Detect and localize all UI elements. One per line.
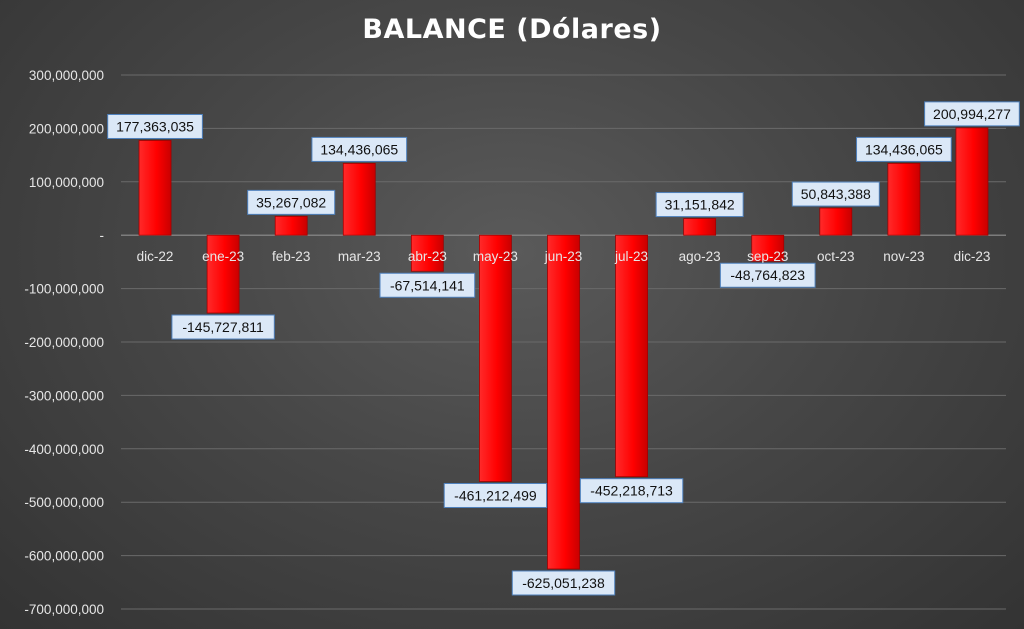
data-label: -48,764,823 [719,262,816,288]
data-label-box [579,478,684,504]
y-tick-label: - [100,228,105,243]
data-label-box [719,262,816,288]
data-label-box [791,181,880,207]
bar-jul-23 [615,234,648,478]
data-label-text: -145,727,811 [182,319,264,335]
data-label-text: 177,363,035 [116,118,194,134]
y-tick-label: -500,000,000 [24,495,104,510]
y-tick-label: 300,000,000 [29,68,104,83]
x-tick-label: nov-23 [883,249,924,264]
x-tick-label: sep-23 [747,249,788,264]
data-label-box [107,113,203,139]
bar-sep-23 [751,234,785,262]
data-label-box [311,136,408,162]
data-label: 200,994,277 [924,101,1020,127]
bar-dic-22 [138,140,172,236]
bar-may-23 [479,234,512,482]
data-label-box [655,192,744,218]
data-label-text: 134,436,065 [865,141,943,157]
y-axis: 300,000,000 200,000,000 100,000,000 - -100,0… [24,68,104,617]
x-tick-label: dic-23 [954,249,991,264]
x-axis: dic-22 ene-23 feb-23 mar-23 abr-23 may-23 jun-… [137,249,991,264]
x-tick-label: oct-23 [817,249,855,264]
data-label-text: -452,218,713 [590,483,673,499]
bar-ago-23 [683,218,717,236]
bar-abr-23 [410,234,444,272]
chart-title: BALANCE (Dólares) [362,14,662,45]
data-label-box [924,101,1020,127]
x-tick-label: dic-22 [137,249,174,264]
bar-jun-23 [547,234,580,570]
data-label-text: -67,514,141 [390,277,465,293]
data-label-text: 50,843,388 [801,186,871,202]
bar-nov-23 [887,163,921,236]
bar-mar-23 [342,163,376,236]
data-label: 134,436,065 [856,136,952,162]
y-tick-label: -600,000,000 [24,549,104,564]
data-label-text: -461,212,499 [454,487,537,503]
data-label: 134,436,065 [311,136,408,162]
x-tick-label: mar-23 [338,249,381,264]
data-label-box [247,189,336,215]
y-tick-label: -300,000,000 [24,388,104,403]
data-labels: 177,363,035 -145,727,811 35,267,082 134,436… [107,101,1020,596]
y-tick-label: 100,000,000 [29,175,104,190]
y-tick-label: -700,000,000 [24,602,104,617]
data-label: -145,727,811 [171,314,275,340]
bar-ene-23 [206,234,240,314]
data-label: 50,843,388 [791,181,880,207]
data-label-box [443,482,548,508]
data-label: 35,267,082 [247,189,336,215]
x-tick-label: ene-23 [202,249,244,264]
data-label-text: 35,267,082 [256,194,326,210]
data-label: 177,363,035 [107,113,203,139]
data-label-text: 200,994,277 [933,106,1011,122]
x-tick-label: jul-23 [614,249,648,264]
x-tick-label: abr-23 [408,249,447,264]
data-label-text: -625,051,238 [522,575,605,591]
x-tick-label: feb-23 [272,249,310,264]
bar-dic-23 [955,127,989,236]
bar-feb-23 [274,215,308,236]
bars [138,127,989,570]
data-label-text: 134,436,065 [320,141,398,157]
data-label-text: 31,151,842 [665,197,735,213]
y-tick-label: 200,000,000 [29,121,104,136]
bar-oct-23 [819,207,853,236]
y-tick-label: -100,000,000 [24,282,104,297]
x-tick-label: jun-23 [544,249,583,264]
data-label: -67,514,141 [379,272,476,298]
data-label-box [171,314,275,340]
data-label: 31,151,842 [655,192,744,218]
data-label: -452,218,713 [579,478,684,504]
y-tick-label: -200,000,000 [24,335,104,350]
data-label-box [511,570,616,596]
data-label: -461,212,499 [443,482,548,508]
data-label-box [856,136,952,162]
y-tick-label: -400,000,000 [24,442,104,457]
data-label-text: -48,764,823 [730,267,805,283]
x-tick-label: ago-23 [679,249,721,264]
data-label-box [379,272,476,298]
x-tick-label: may-23 [473,249,518,264]
data-label: -625,051,238 [511,570,616,596]
